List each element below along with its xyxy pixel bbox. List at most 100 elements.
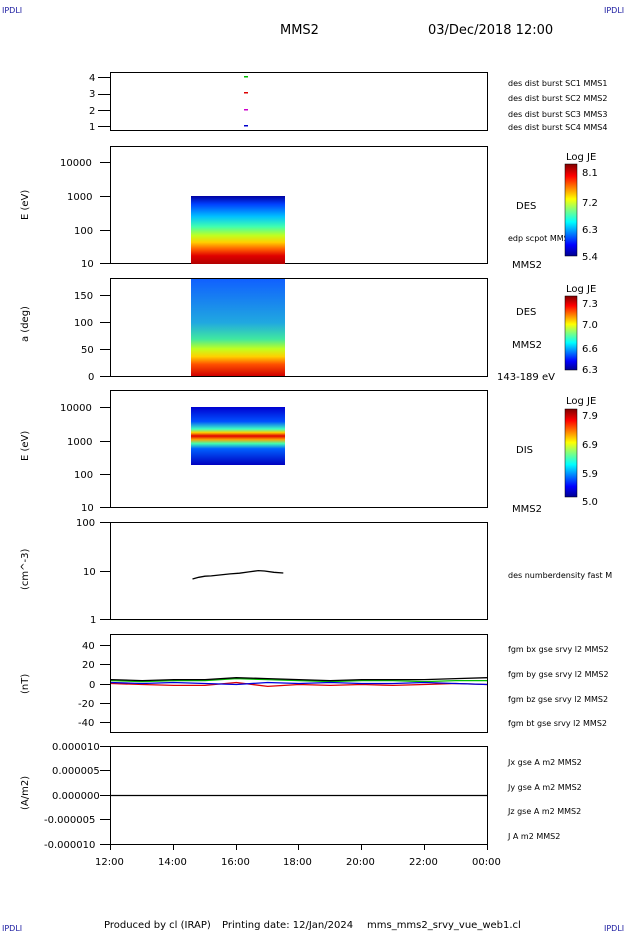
panel-4: E (eV) 10000 1000 100 10 DIS MMS2 Log JE… [20,396,598,515]
legend-bx: fgm bx gse srvy l2 MMS2 [508,645,609,654]
footer-printing-date: Printing date: 12/Jan/2024 [222,920,353,931]
panel-6-frame [110,634,488,733]
ytick-marks [100,645,110,723]
ytick-label: 0.000005 [52,766,100,777]
legend-jz: Jz gse A m2 MMS2 [507,807,581,816]
corner-label-br: IPDLI [604,924,624,933]
corner-label-tr: IPDLI [604,6,624,15]
ytick-label: 3 [89,89,95,100]
legend-sc2: des dist burst SC2 MMS2 [508,94,607,103]
ytick-label: 4 [89,73,95,84]
spacecraft-title: MMS2 [280,23,319,38]
xtick-marks [110,844,488,850]
des-energy-spectrogram [191,196,285,264]
legend-j: J A m2 MMS2 [507,832,560,841]
ytick-marks [100,407,110,508]
panel-1-yticks: 4 3 2 1 [89,73,110,133]
panel-4-species: DIS [516,445,533,456]
xtick-label: 14:00 [158,857,187,868]
ytick-marks [100,522,110,620]
panel-3-frame [110,278,488,377]
colorbar-1-tick: 7.2 [582,198,598,209]
colorbar-3-title: Log JE [566,396,596,407]
colorbar-3-tick: 6.9 [582,440,598,451]
ytick-label: 10 [81,503,94,514]
ytick-label: 1000 [67,192,92,203]
colorbar-3-tick: 7.9 [582,411,598,422]
panel-2-overlay-label: edp scpot MMS2 [508,234,574,243]
burst-marker-sc1 [244,125,248,127]
datetime-title: 03/Dec/2018 12:00 [428,23,553,38]
ytick-label: -0.000005 [44,815,95,826]
panel-1-frame [110,72,488,131]
bx-series-line [110,681,488,688]
panel-5-ylabel: (cm^-3) [20,549,31,590]
xtick-label: 00:00 [472,857,501,868]
burst-marker-sc4 [244,76,248,78]
bt-series-line [110,677,488,682]
ytick-label: 10000 [60,403,92,414]
ytick-marks [100,746,110,845]
panel-2-ylabel: E (eV) [20,190,31,220]
ytick-label: -20 [78,699,94,710]
panel-3-ylabel: a (deg) [20,306,31,342]
colorbar-2 [564,295,578,371]
colorbar-3-tick: 5.9 [582,469,598,480]
footer-produced: Produced by cl (IRAP) [104,920,211,931]
panel-4-ylabel: E (eV) [20,431,31,461]
panel-6-ylabel: (nT) [20,674,31,694]
panel-frames [110,72,488,845]
ytick-label: 0 [89,680,95,691]
colorbar-3-tick: 5.0 [582,497,598,508]
ytick-label: 40 [82,641,95,652]
panel-6: (nT) 40 20 0 -20 -40 fgm bx gse srvy l2 … [20,641,609,729]
ytick-label: 1 [90,615,96,626]
ytick-label: -40 [78,718,94,729]
ytick-label: 1 [89,122,95,133]
legend-jy: Jy gse A m2 MMS2 [507,783,582,792]
corner-label-bl: IPDLI [2,924,22,933]
ytick-label: 100 [74,470,93,481]
bz-series-line [110,681,488,686]
colorbar-2-tick: 6.3 [582,365,598,376]
panel-5: (cm^-3) 100 10 1 des numberdensity fast … [20,518,612,626]
xtick-label: 12:00 [95,857,124,868]
ytick-label: -0.000010 [44,840,95,851]
panel-3-species: DES [516,307,536,318]
bfield-series [110,677,488,688]
panel-1: 4 3 2 1 des dist burst SC1 MMS1 des dist… [89,73,607,133]
ytick-label: 0.000010 [52,742,100,753]
colorbar-3 [564,408,578,498]
xtick-label: 22:00 [409,857,438,868]
panel-2-frame [110,146,488,264]
ytick-label: 1000 [67,437,92,448]
ytick-label: 150 [74,291,93,302]
colorbar-1 [564,163,578,257]
ytick-marks [98,77,110,127]
ytick-label: 10 [81,259,94,270]
ytick-label: 100 [74,318,93,329]
corner-label-tl: IPDLI [2,6,22,15]
legend-density: des numberdensity fast M [508,571,612,580]
legend-sc1: des dist burst SC1 MMS1 [508,79,607,88]
ytick-label: 20 [82,660,95,671]
colorbar-2-tick: 7.0 [582,320,598,331]
colorbar-1-tick: 6.3 [582,225,598,236]
legend-bt: fgm bt gse srvy l2 MMS2 [508,719,607,728]
ytick-label: 0.000000 [52,791,100,802]
colorbar-1-tick: 5.4 [582,252,598,263]
dis-energy-spectrogram [191,407,285,465]
legend-sc4: des dist burst SC4 MMS4 [508,123,607,132]
panel-3-spacecraft: MMS2 [512,340,542,351]
panel-2: E (eV) 10000 1000 100 10 DES edp scpot M… [20,152,598,271]
ytick-label: 100 [76,518,95,529]
colorbar-1-tick: 8.1 [582,168,598,179]
des-pitch-angle-spectrogram [191,279,285,376]
panel-3: a (deg) 150 100 50 0 DES MMS2 143-189 eV… [20,279,598,383]
legend-by: fgm by gse srvy l2 MMS2 [508,670,609,679]
panel-2-spacecraft: MMS2 [512,260,542,271]
colorbar-2-title: Log JE [566,284,596,295]
burst-marker-sc3 [244,92,248,94]
ytick-label: 10000 [60,158,92,169]
ytick-label: 50 [81,345,94,356]
